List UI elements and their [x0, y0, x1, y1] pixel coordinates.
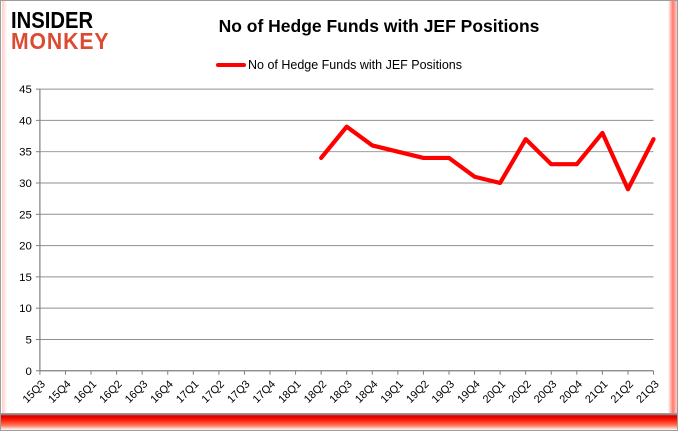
y-axis-label: 20 — [19, 241, 32, 253]
y-axis-label: 5 — [26, 334, 32, 346]
x-axis-label: 21Q3 — [634, 378, 661, 405]
x-axis-label: 18Q1 — [276, 378, 303, 405]
x-axis-label: 16Q3 — [123, 378, 150, 405]
x-axis-label: 20Q3 — [532, 378, 559, 405]
series-line — [319, 124, 656, 192]
legend: No of Hedge Funds with JEF Positions — [1, 58, 677, 72]
insider-monkey-logo: INSIDER MONKEY — [11, 7, 118, 55]
y-axis-label: 0 — [26, 366, 32, 378]
y-axis-label: 45 — [19, 84, 32, 96]
x-axis-label: 15Q3 — [21, 378, 48, 405]
logo-monkey-text: MONKEY — [11, 28, 110, 55]
y-axis-label: 15 — [19, 272, 32, 284]
legend-line-swatch — [216, 62, 246, 68]
x-axis-label: 19Q3 — [430, 378, 457, 405]
x-axis-label: 21Q2 — [609, 378, 636, 405]
x-axis-label: 18Q4 — [353, 378, 380, 405]
x-axis-label: 17Q1 — [174, 378, 201, 405]
x-axis-label: 19Q2 — [404, 378, 431, 405]
x-axis-label: 16Q4 — [148, 378, 175, 405]
x-axis-label: 17Q2 — [200, 378, 227, 405]
x-axis-label: 16Q2 — [97, 378, 124, 405]
x-axis-label: 20Q1 — [481, 378, 508, 405]
x-axis-label: 21Q1 — [583, 378, 610, 405]
y-axis-label: 10 — [19, 303, 32, 315]
chart-title: No of Hedge Funds with JEF Positions — [218, 16, 540, 36]
y-axis-label: 35 — [19, 147, 32, 159]
legend-label: No of Hedge Funds with JEF Positions — [248, 58, 462, 72]
y-axis-label: 30 — [19, 178, 32, 190]
x-axis-label: 18Q3 — [327, 378, 354, 405]
x-axis-label: 18Q2 — [302, 378, 329, 405]
x-axis-label: 15Q4 — [46, 378, 73, 405]
x-axis-label: 17Q4 — [251, 378, 278, 405]
x-axis-label: 20Q2 — [506, 378, 533, 405]
y-axis-label: 40 — [19, 115, 32, 127]
logo-insider-text: INSIDER — [11, 7, 94, 33]
x-axis-label: 20Q4 — [558, 378, 585, 405]
x-axis-label: 17Q3 — [225, 378, 252, 405]
y-axis-label: 25 — [19, 209, 32, 221]
x-axis-label: 19Q1 — [379, 378, 406, 405]
x-axis-label: 16Q1 — [72, 378, 99, 405]
x-axis-label: 19Q4 — [455, 378, 482, 405]
